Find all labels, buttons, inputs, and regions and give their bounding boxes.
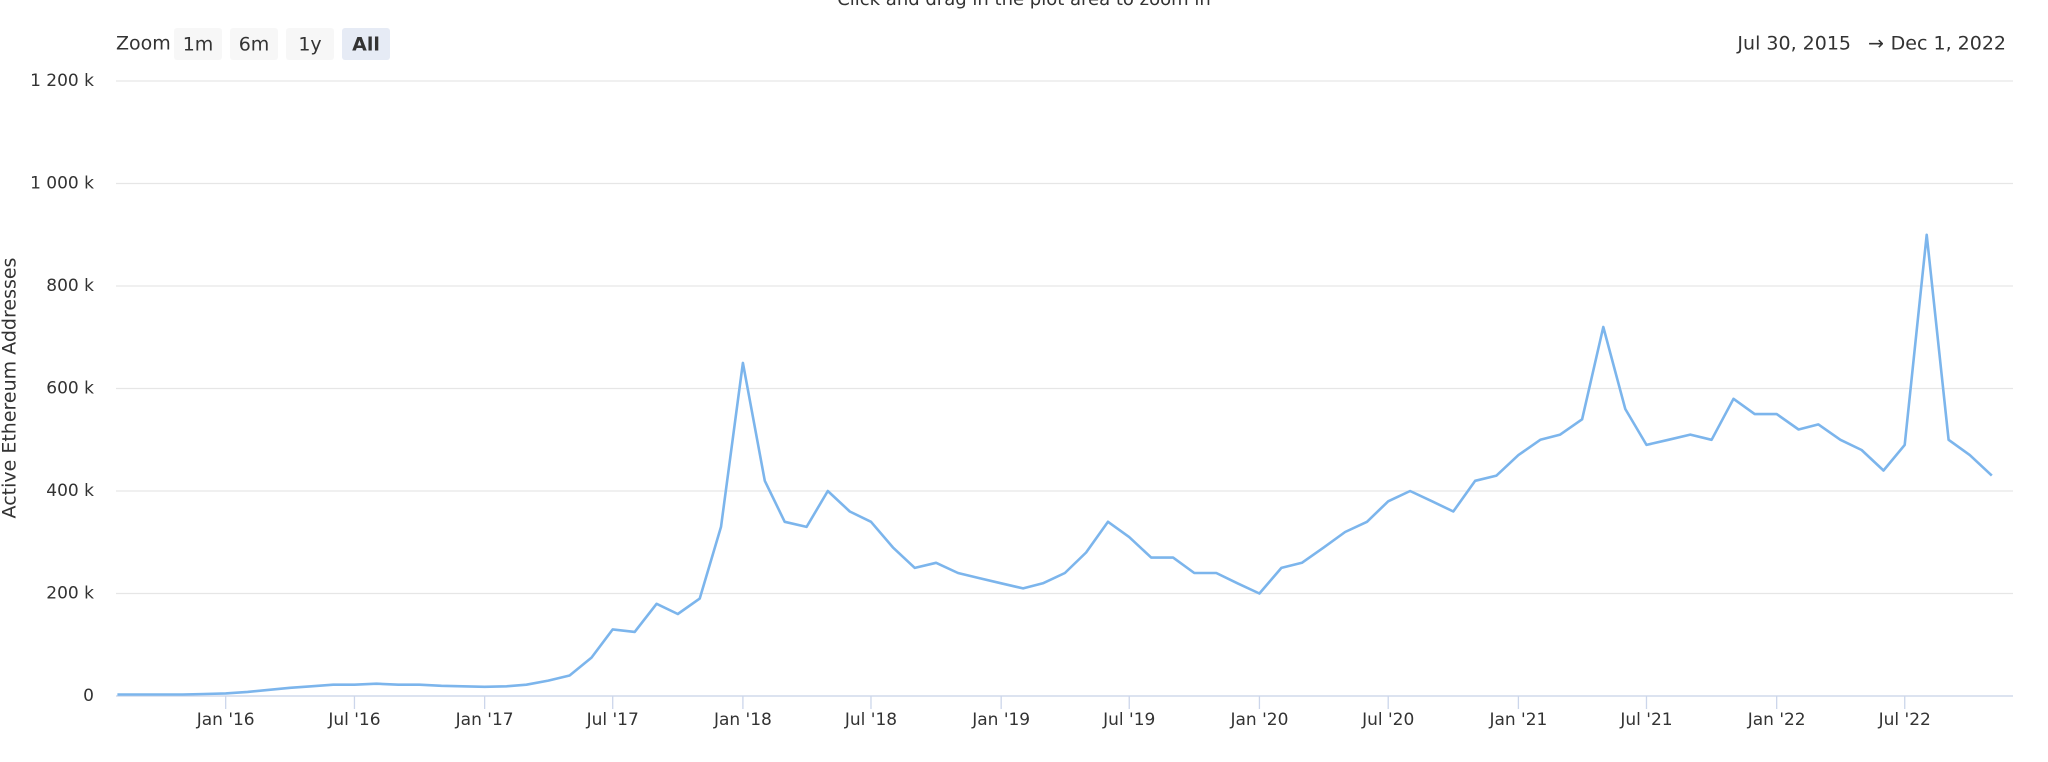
- zoom-button-label[interactable]: All: [352, 34, 380, 56]
- zoom-label: Zoom: [116, 33, 171, 55]
- x-tick-label: Jan '21: [1488, 710, 1547, 730]
- zoom-button-label[interactable]: 1m: [183, 34, 214, 56]
- y-tick-label: 200 k: [46, 584, 94, 604]
- range-from[interactable]: Jul 30, 2015: [1736, 33, 1851, 55]
- subtitle: Click and drag in the plot area to zoom …: [837, 0, 1211, 10]
- zoom-button[interactable]: [342, 28, 390, 60]
- x-tick-label: Jul '21: [1619, 710, 1672, 730]
- zoom-button-label[interactable]: 1y: [298, 34, 321, 56]
- x-tick-label: Jul '16: [327, 710, 380, 730]
- data-line: [117, 233, 1993, 696]
- x-tick-label: Jul '19: [1102, 710, 1155, 730]
- x-tick-label: Jan '16: [196, 710, 255, 730]
- zoom-button-label[interactable]: 6m: [239, 34, 270, 56]
- zoom-button[interactable]: [286, 28, 334, 60]
- y-tick-label: 1 000 k: [30, 174, 94, 194]
- y-tick-label: 0: [83, 686, 94, 706]
- x-tick-label: Jul '22: [1878, 710, 1931, 730]
- x-tick-label: Jan '19: [971, 710, 1030, 730]
- y-tick-label: 400 k: [46, 481, 94, 501]
- zoom-button[interactable]: [230, 28, 278, 60]
- range-arrow: →: [1868, 33, 1884, 55]
- y-tick-label: 600 k: [46, 379, 94, 399]
- x-tick-label: Jan '22: [1747, 710, 1806, 730]
- x-tick-label: Jul '18: [844, 710, 897, 730]
- x-tick-label: Jan '20: [1229, 710, 1288, 730]
- y-tick-label: 800 k: [46, 276, 94, 296]
- x-tick-label: Jan '18: [713, 710, 772, 730]
- zoom-button[interactable]: [174, 28, 222, 60]
- y-tick-label: 1 200 k: [30, 71, 94, 91]
- x-tick-label: Jan '17: [455, 710, 514, 730]
- range-to[interactable]: Dec 1, 2022: [1891, 33, 2006, 55]
- x-tick-label: Jul '20: [1361, 710, 1414, 730]
- y-axis-title: Active Ethereum Addresses: [0, 258, 21, 519]
- x-tick-label: Jul '17: [586, 710, 639, 730]
